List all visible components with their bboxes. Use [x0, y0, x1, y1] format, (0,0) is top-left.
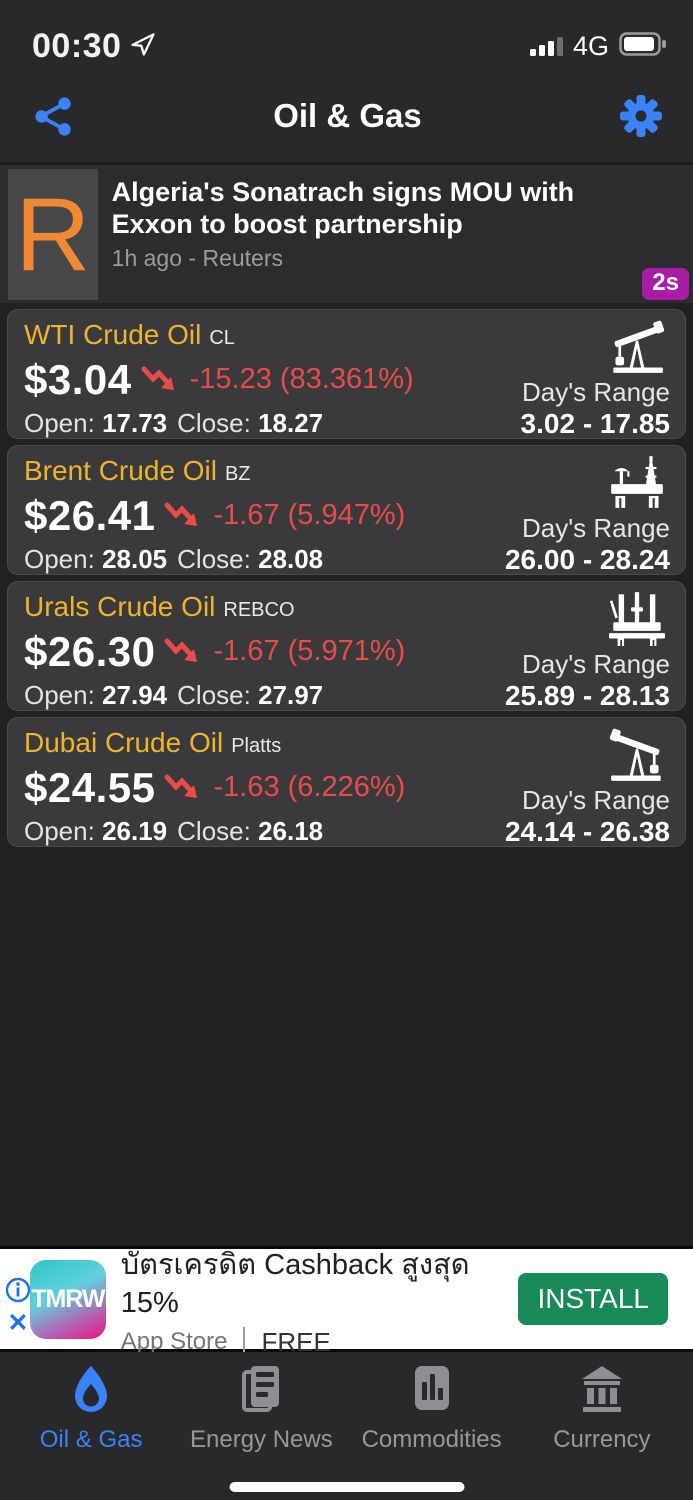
- status-bar: 00:30 4G: [0, 20, 693, 72]
- ad-price-label: FREE: [261, 1326, 331, 1357]
- ad-app-logo[interactable]: TMRW: [30, 1259, 106, 1339]
- price-change: -1.67 (5.971%): [213, 635, 406, 667]
- install-button[interactable]: INSTALL: [518, 1273, 668, 1325]
- share-button[interactable]: [30, 92, 78, 140]
- gear-icon: [620, 95, 662, 137]
- ad-banner[interactable]: ✕ TMRW บัตรเครดิต Cashback สูงสุด 15% Ap…: [0, 1246, 693, 1357]
- news-banner[interactable]: R Algeria's Sonatrach signs MOU with Exx…: [0, 162, 693, 303]
- offshore-platform-icon: [611, 456, 663, 508]
- network-type: 4G: [572, 30, 609, 61]
- trend-down-icon: [141, 366, 174, 390]
- quote-card-wti[interactable]: WTI Crude Oil CL $3.04 -15.23 (83.361%) O…: [7, 309, 686, 439]
- instrument-symbol: CL: [209, 327, 235, 349]
- instrument-symbol: Platts: [231, 735, 282, 757]
- range-label: Day's Range: [521, 513, 670, 543]
- share-icon: [35, 97, 71, 136]
- range-value: 25.89 - 28.13: [504, 680, 670, 711]
- range-label: Day's Range: [521, 649, 670, 679]
- ad-close-button[interactable]: ✕: [7, 1309, 29, 1337]
- news-source-logo: R: [8, 169, 98, 300]
- range-value: 26.00 - 28.24: [504, 544, 670, 575]
- trend-down-icon: [164, 638, 198, 662]
- bottom-tab-bar: Oil & Gas Energy News Commodities: [0, 1352, 693, 1500]
- bar-chart-icon: [414, 1366, 449, 1410]
- quote-card-urals[interactable]: Urals Crude Oil REBCO $26.30 -1.67 (5.971…: [7, 581, 686, 711]
- signal-bars-icon: [529, 36, 563, 56]
- price-change: -1.63 (6.226%): [213, 771, 406, 803]
- quote-card-brent[interactable]: Brent Crude Oil BZ $26.41 -1.67 (5.947%) …: [7, 445, 686, 575]
- instrument-name: Urals Crude Oil REBCO: [24, 591, 295, 622]
- empty-area: [0, 853, 693, 1246]
- drilling-rig-icon: [609, 592, 665, 646]
- tab-commodities[interactable]: Commodities: [347, 1364, 517, 1500]
- tab-oil-and-gas[interactable]: Oil & Gas: [6, 1364, 176, 1500]
- range-label: Day's Range: [521, 377, 670, 407]
- clock-time: 00:30: [32, 26, 122, 65]
- ad-countdown-badge: 2s: [642, 268, 689, 300]
- tab-label: Commodities: [361, 1426, 502, 1453]
- flame-icon: [75, 1366, 108, 1412]
- tab-label: Oil & Gas: [39, 1426, 143, 1453]
- ad-headline: บัตรเครดิต Cashback สูงสุด 15%: [120, 1248, 470, 1319]
- app-header: Oil & Gas: [0, 72, 693, 162]
- page-title: Oil & Gas: [273, 97, 422, 134]
- trend-down-icon: [164, 502, 198, 526]
- last-price: $24.55: [24, 763, 156, 811]
- trend-down-icon: [164, 774, 198, 798]
- range-value: 3.02 - 17.85: [520, 408, 670, 439]
- news-headline: Algeria's Sonatrach signs MOU with Exxon…: [111, 177, 575, 239]
- news-icon: [242, 1366, 280, 1412]
- instrument-name: Brent Crude Oil BZ: [24, 455, 251, 486]
- ad-info-icon[interactable]: [5, 1277, 31, 1308]
- open-close-row: Open: 27.94 Close: 27.97: [24, 680, 324, 710]
- quote-card-dubai[interactable]: Dubai Crude Oil Platts $24.55 -1.63 (6.22…: [7, 717, 686, 847]
- price-change: -1.67 (5.947%): [213, 499, 406, 531]
- open-close-row: Open: 28.05 Close: 28.08: [24, 544, 324, 574]
- home-indicator[interactable]: [229, 1482, 464, 1492]
- ad-divider: [243, 1327, 246, 1357]
- bank-icon: [581, 1366, 622, 1412]
- range-value: 24.14 - 26.38: [504, 816, 670, 847]
- tab-label: Currency: [553, 1426, 651, 1453]
- last-price: $26.30: [24, 627, 156, 675]
- ad-store-label: App Store: [120, 1328, 228, 1355]
- battery-icon: [619, 31, 667, 61]
- quote-list: WTI Crude Oil CL $3.04 -15.23 (83.361%) O…: [0, 303, 693, 853]
- open-close-row: Open: 17.73 Close: 18.27: [24, 408, 324, 438]
- location-arrow-icon: [129, 30, 157, 63]
- tab-label: Energy News: [190, 1426, 333, 1453]
- instrument-name: WTI Crude Oil CL: [24, 319, 235, 350]
- pumpjack-icon: [613, 320, 665, 373]
- tab-currency[interactable]: Currency: [517, 1364, 687, 1500]
- last-price: $26.41: [24, 491, 156, 539]
- open-close-row: Open: 26.19 Close: 26.18: [24, 816, 324, 846]
- ad-app-name: TMRW: [31, 1284, 105, 1313]
- range-label: Day's Range: [521, 785, 670, 815]
- tab-energy-news[interactable]: Energy News: [176, 1364, 346, 1500]
- reuters-logo-letter: R: [15, 176, 91, 293]
- instrument-symbol: REBCO: [223, 599, 295, 621]
- instrument-symbol: BZ: [224, 463, 251, 485]
- settings-button[interactable]: [617, 92, 665, 140]
- instrument-name: Dubai Crude Oil Platts: [24, 727, 282, 758]
- top-bar: 00:30 4G Oil & Gas: [0, 0, 693, 162]
- last-price: $3.04: [24, 355, 132, 403]
- price-change: -15.23 (83.361%): [189, 363, 414, 395]
- news-meta: 1h ago - Reuters: [111, 245, 283, 272]
- pumpjack-mirrored-icon: [609, 728, 661, 781]
